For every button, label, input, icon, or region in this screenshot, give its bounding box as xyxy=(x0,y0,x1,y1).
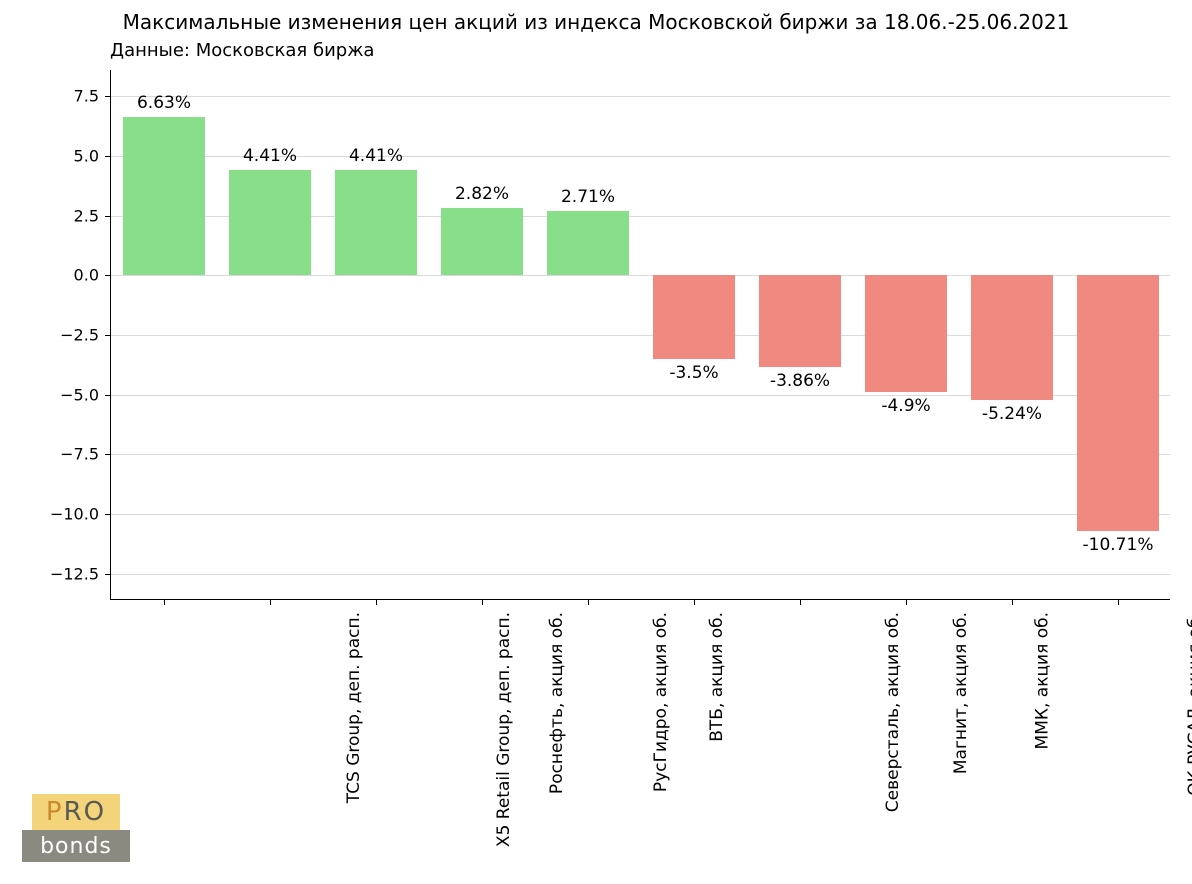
ytick-mark xyxy=(105,335,111,336)
bar-value-label: -3.5% xyxy=(669,363,718,383)
xtick-label: РусГидро, акция об. xyxy=(651,612,671,792)
gridline xyxy=(111,96,1170,97)
bar xyxy=(1077,275,1160,531)
bar xyxy=(335,170,418,275)
bar xyxy=(229,170,312,275)
bar-value-label: -10.71% xyxy=(1083,535,1154,555)
bar xyxy=(759,275,842,367)
bar-value-label: -5.24% xyxy=(982,404,1042,424)
ytick-mark xyxy=(105,574,111,575)
ytick-mark xyxy=(105,514,111,515)
bar-value-label: 4.41% xyxy=(349,146,403,166)
xtick-mark xyxy=(588,599,589,605)
bar-value-label: -3.86% xyxy=(770,371,830,391)
gridline xyxy=(111,514,1170,515)
chart-title: Максимальные изменения цен акций из инде… xyxy=(0,10,1192,34)
xtick-mark xyxy=(482,599,483,605)
ytick-label: 7.5 xyxy=(74,87,99,106)
ytick-label: 2.5 xyxy=(74,206,99,225)
plot-area: −12.5−10.0−7.5−5.0−2.50.02.55.07.56.63%4… xyxy=(110,70,1170,600)
bar xyxy=(971,275,1054,400)
xtick-mark xyxy=(1012,599,1013,605)
chart-subtitle: Данные: Московская биржа xyxy=(110,40,374,61)
bar xyxy=(653,275,736,359)
logo-bottom-text: bonds xyxy=(40,834,112,859)
ytick-mark xyxy=(105,275,111,276)
logo-top-text: PRO xyxy=(46,797,106,827)
ytick-mark xyxy=(105,454,111,455)
ytick-label: −5.0 xyxy=(60,385,99,404)
ytick-mark xyxy=(105,216,111,217)
bar xyxy=(441,208,524,275)
logo: PRO bonds xyxy=(22,794,130,862)
xtick-mark xyxy=(270,599,271,605)
xtick-mark xyxy=(1118,599,1119,605)
bar-value-label: 2.82% xyxy=(455,184,509,204)
gridline xyxy=(111,454,1170,455)
ytick-label: −2.5 xyxy=(60,326,99,345)
ytick-label: 0.0 xyxy=(74,266,99,285)
xtick-label: Роснефть, акция об. xyxy=(547,612,567,794)
xtick-label: X5 Retail Group, деп. расп. xyxy=(494,612,514,847)
ytick-mark xyxy=(105,156,111,157)
xtick-mark xyxy=(376,599,377,605)
bar xyxy=(123,117,206,275)
gridline xyxy=(111,574,1170,575)
ytick-label: −10.0 xyxy=(50,505,99,524)
xtick-mark xyxy=(906,599,907,605)
bar-value-label: 6.63% xyxy=(137,93,191,113)
xtick-label: Северсталь, акция об. xyxy=(883,612,903,812)
bar-value-label: -4.9% xyxy=(881,396,930,416)
bar-value-label: 2.71% xyxy=(561,187,615,207)
bar xyxy=(865,275,948,392)
ytick-label: −7.5 xyxy=(60,445,99,464)
ytick-mark xyxy=(105,395,111,396)
bar-value-label: 4.41% xyxy=(243,146,297,166)
xtick-label: TCS Group, деп. расп. xyxy=(344,612,364,803)
logo-bottom: bonds xyxy=(22,830,130,862)
xtick-label: ММК, акция об. xyxy=(1032,612,1052,749)
chart-container: Максимальные изменения цен акций из инде… xyxy=(0,0,1192,884)
xtick-mark xyxy=(694,599,695,605)
xtick-mark xyxy=(164,599,165,605)
xtick-label: Магнит, акция об. xyxy=(951,612,971,774)
xtick-label: ВТБ, акция об. xyxy=(707,612,727,742)
ytick-label: 5.0 xyxy=(74,146,99,165)
xtick-mark xyxy=(800,599,801,605)
logo-top: PRO xyxy=(32,794,120,830)
bar xyxy=(547,211,630,276)
ytick-mark xyxy=(105,96,111,97)
ytick-label: −12.5 xyxy=(50,564,99,583)
xtick-label: ОК РУСАЛ, акция об. xyxy=(1185,612,1192,796)
